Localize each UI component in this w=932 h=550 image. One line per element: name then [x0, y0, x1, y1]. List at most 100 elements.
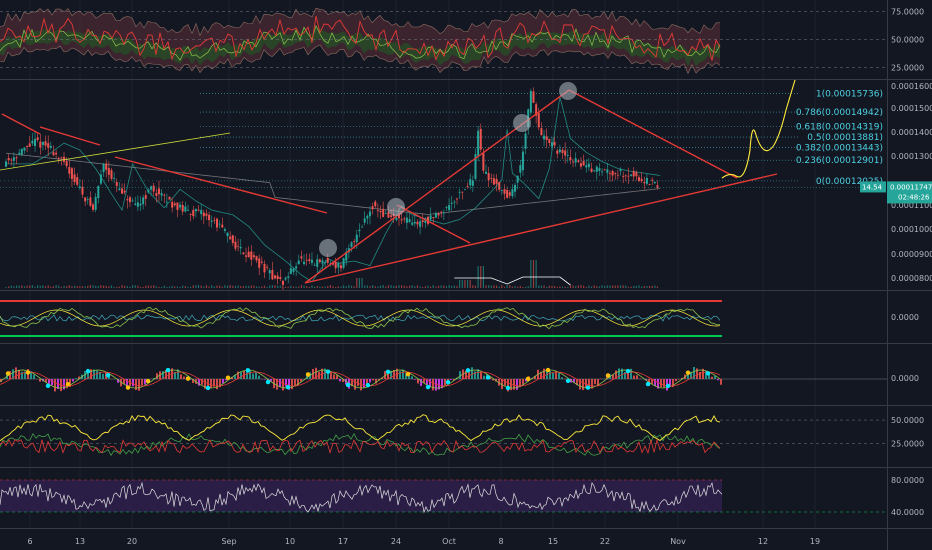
volume-bar — [535, 260, 537, 288]
histogram-bar — [426, 379, 428, 385]
volume-bar — [319, 286, 321, 288]
volume-bar — [583, 285, 585, 288]
histogram-bar — [690, 371, 692, 379]
di-plus-line — [0, 432, 721, 457]
candle-body — [247, 251, 250, 258]
histogram-bar — [444, 379, 446, 386]
volume-bar — [184, 286, 186, 288]
histogram-bar — [582, 379, 584, 391]
histogram-bar — [459, 371, 461, 379]
histogram-bar — [423, 379, 425, 383]
volume-bar — [561, 286, 564, 288]
candle-body — [274, 275, 277, 279]
volume-bar — [145, 285, 147, 288]
oscillator-panel-4[interactable] — [0, 414, 887, 457]
volume-bar — [517, 286, 519, 288]
candle-body — [105, 163, 108, 170]
volume-bar — [474, 285, 477, 288]
volume-bar — [224, 285, 226, 288]
histogram-bar — [255, 372, 257, 379]
oscillator-panel-2[interactable] — [0, 300, 722, 337]
histogram-bar — [234, 374, 236, 379]
candle-body — [218, 223, 221, 225]
histogram-bar — [402, 369, 404, 379]
volume-bar — [648, 285, 651, 288]
candle-body — [651, 179, 654, 181]
candle-body — [150, 186, 153, 190]
oscillator-panel-3[interactable] — [0, 367, 887, 392]
rsi-panel[interactable] — [0, 479, 887, 514]
time-axis[interactable]: 6 13 20 Sep 10 17 24 Oct 8 15 22 Nov 12 19 — [27, 537, 820, 546]
price-panel[interactable]: 1(0.00015736) 0.786(0.00014942) 0.618(0.00… — [0, 79, 887, 291]
histogram-bar — [153, 377, 155, 379]
histogram-bar — [297, 379, 299, 386]
histogram-bar — [339, 379, 341, 382]
volume-bar — [408, 285, 411, 288]
volume-bar — [456, 285, 458, 288]
histogram-bar — [183, 376, 185, 379]
candle-body — [208, 214, 211, 221]
cross-dot — [645, 381, 651, 387]
candle-body — [324, 261, 327, 263]
volume-bar — [203, 286, 205, 288]
candle-body — [113, 178, 116, 179]
candle-body — [5, 161, 7, 167]
volume-bar — [290, 285, 292, 288]
histogram-bar — [612, 374, 614, 379]
candle-body — [147, 189, 150, 193]
candle-body — [99, 174, 102, 184]
signal-line-green — [0, 369, 721, 389]
histogram-bar — [390, 370, 392, 379]
candle-body — [258, 258, 261, 268]
candle-body — [81, 186, 84, 195]
candle-body — [627, 175, 630, 177]
volume-bar — [274, 285, 276, 288]
volume-bar — [654, 285, 656, 288]
volume-bar — [358, 278, 361, 288]
axis-tick-label: 0.0000 — [891, 374, 919, 383]
histogram-bar — [288, 379, 290, 390]
volume-bar — [393, 285, 395, 288]
cross-dot — [85, 368, 91, 374]
candle-body — [632, 171, 635, 177]
oscillator-panel-top[interactable] — [0, 7, 887, 75]
current-price-tag — [887, 181, 932, 204]
volume-bar — [113, 286, 115, 288]
volume-bar — [137, 285, 139, 288]
volume-bar — [124, 285, 126, 288]
histogram-bar — [432, 379, 434, 391]
time-tick-label: 17 — [338, 537, 348, 546]
histogram-bar — [624, 371, 626, 379]
volume-bar — [327, 285, 329, 288]
histogram-bar — [681, 377, 683, 379]
cross-dot — [325, 369, 331, 374]
candle-body — [653, 181, 656, 184]
volume-bar — [102, 285, 105, 288]
candle-body — [260, 261, 263, 263]
volume-bar — [277, 285, 279, 288]
volume-bar — [92, 285, 94, 288]
candle-body — [123, 190, 126, 193]
candle-body — [429, 215, 432, 220]
red-trendline — [1, 113, 41, 135]
volume-bar — [15, 285, 18, 288]
histogram-bar — [144, 379, 146, 385]
volume-bar — [540, 285, 543, 288]
time-tick-label: 12 — [758, 537, 768, 546]
histogram-bar — [90, 369, 92, 379]
di-minus-line — [0, 438, 721, 455]
candle-body — [379, 210, 382, 213]
volume-bar — [13, 286, 15, 288]
histogram-bar — [693, 367, 695, 379]
volume-bar — [546, 286, 548, 288]
histogram-bar — [117, 379, 119, 383]
candle-body — [57, 157, 60, 159]
candle-body — [564, 150, 567, 156]
volume-bar — [501, 285, 503, 288]
histogram-bar — [93, 369, 95, 379]
volume-bar — [622, 285, 624, 288]
histogram-bar — [15, 367, 17, 379]
volume-bar — [292, 286, 295, 288]
